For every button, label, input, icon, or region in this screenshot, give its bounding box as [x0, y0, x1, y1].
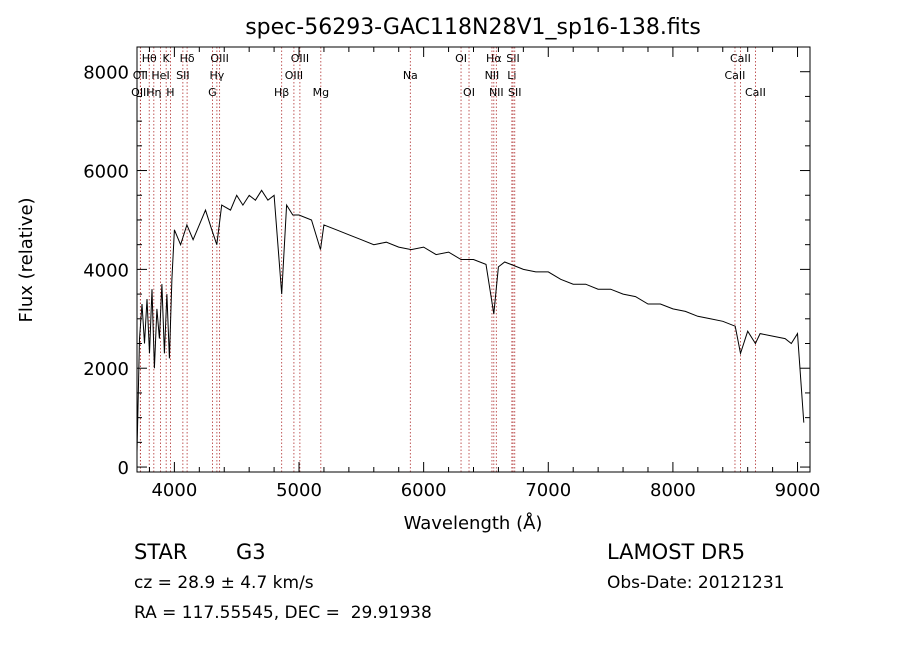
y-tick-label: 0	[118, 458, 129, 479]
y-tick-label: 8000	[83, 63, 129, 84]
object-class-label: STAR	[134, 540, 188, 564]
x-tick-label: 6000	[401, 480, 447, 501]
marker-label: NII	[489, 86, 504, 99]
marker-label: HeI	[151, 69, 169, 82]
coordinates: RA = 117.55545, DEC = 29.91938	[134, 603, 432, 623]
marker-label: OIII	[131, 86, 149, 99]
marker-label: Mg	[313, 86, 329, 99]
subclass-label: G3	[236, 540, 266, 564]
redshift-velocity: cz = 28.9 ± 4.7 km/s	[134, 573, 314, 593]
marker-label: OIII	[210, 52, 228, 65]
marker-label: OI	[463, 86, 475, 99]
x-tick-label: 8000	[650, 480, 696, 501]
marker-label: K	[163, 52, 171, 65]
x-tick-label: 9000	[775, 480, 821, 501]
marker-label: Hγ	[209, 69, 224, 82]
spectrum-line	[136, 189, 805, 453]
marker-label: G	[208, 86, 217, 99]
marker-label: CaII	[745, 86, 766, 99]
marker-label: OIII	[285, 69, 303, 82]
marker-label: CaII	[725, 69, 746, 82]
marker-label: OIII	[291, 52, 309, 65]
y-tick-label: 4000	[83, 260, 129, 281]
marker-label: OI	[455, 52, 467, 65]
marker-label: NII	[485, 69, 500, 82]
marker-label: CaII	[730, 52, 751, 65]
marker-label: Hβ	[274, 86, 289, 99]
y-axis-ticks: 0 2000 4000 6000 8000	[83, 63, 810, 479]
chart-title: spec-56293-GAC118N28V1_sp16-138.fits	[245, 15, 701, 40]
marker-label: SII	[506, 52, 519, 65]
y-tick-label: 2000	[83, 359, 129, 380]
marker-label: Hα	[486, 52, 502, 65]
x-tick-label: 5000	[276, 480, 322, 501]
marker-label: SII	[176, 69, 189, 82]
marker-label: H	[166, 86, 174, 99]
marker-label: Li	[507, 69, 516, 82]
marker-label: Na	[403, 69, 418, 82]
x-axis-label: Wavelength (Å)	[404, 512, 543, 534]
survey-label: LAMOST DR5	[607, 540, 746, 564]
observation-date: Obs-Date: 20121231	[607, 573, 785, 593]
x-tick-label: 4000	[151, 480, 197, 501]
x-tick-label: 7000	[525, 480, 571, 501]
x-axis-ticks: 4000 5000 6000 7000 8000 9000	[148, 47, 821, 501]
y-axis-label: Flux (relative)	[16, 197, 37, 322]
marker-label: Hδ	[180, 52, 195, 65]
marker-label: Hη	[146, 86, 161, 99]
y-tick-label: 6000	[83, 162, 129, 183]
marker-label: Hθ	[142, 52, 157, 65]
marker-label: SII	[508, 86, 521, 99]
